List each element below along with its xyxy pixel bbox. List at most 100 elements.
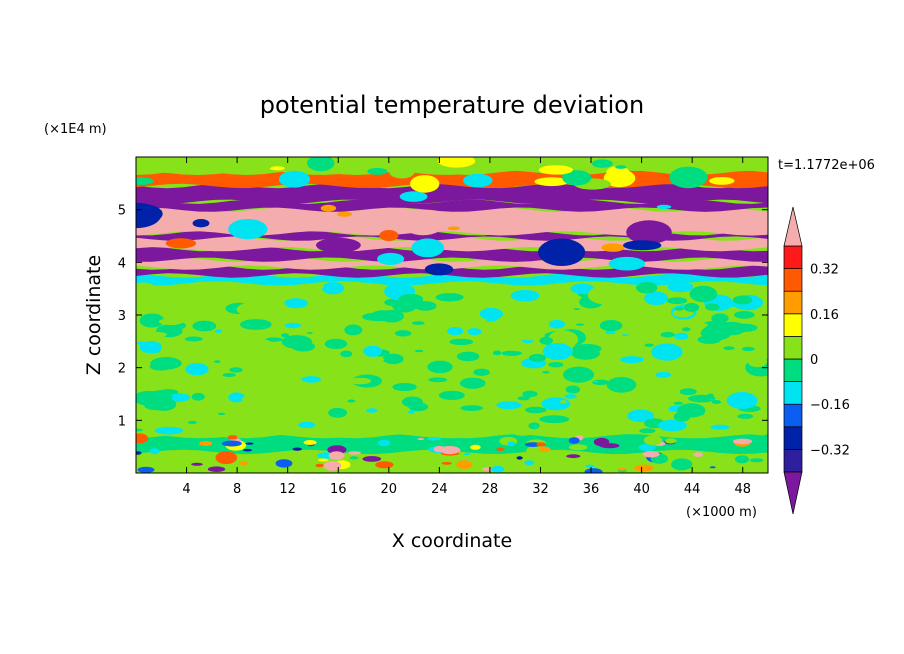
contour-patch [688, 394, 716, 403]
contour-patch [187, 464, 203, 472]
colorbar-swatch [783, 268, 803, 292]
contour-patch [427, 436, 441, 441]
contour-patch [349, 456, 359, 460]
contour-patch [516, 456, 523, 460]
contour-patch [444, 306, 474, 320]
colorbar-tick-label: 0.16 [810, 308, 839, 323]
contour-patch [408, 410, 415, 414]
contour-patch [512, 321, 542, 331]
contour-patch [240, 319, 272, 330]
contour-patches [136, 157, 768, 473]
x-tick-label: 12 [279, 482, 296, 497]
contour-patch [206, 404, 225, 412]
y-tick-label: 3 [118, 309, 126, 324]
contour-patch [677, 403, 706, 418]
contour-patch [291, 341, 316, 352]
contour-patch [643, 435, 663, 446]
contour-patch [328, 451, 345, 460]
contour-patch [731, 291, 740, 294]
contour-patch [603, 169, 636, 188]
contour-patch [565, 385, 581, 394]
contour-patch [548, 362, 564, 368]
contour-patch [536, 442, 546, 447]
contour-patch [157, 367, 164, 370]
contour-patch [327, 445, 347, 455]
contour-patch [460, 405, 483, 411]
contour-patch [328, 385, 345, 392]
contour-patch [634, 464, 654, 472]
contour-patch [389, 166, 415, 179]
contour-patch [496, 447, 505, 451]
contour-patch [139, 313, 165, 328]
contour-patch [136, 428, 143, 432]
contour-patch [683, 302, 700, 312]
contour-patch [191, 462, 203, 466]
contour-patch [254, 327, 273, 339]
contour-patch [660, 331, 675, 338]
contour-patch [324, 338, 348, 349]
contour-patch [480, 388, 496, 396]
contour-patch [493, 389, 516, 402]
contour-patch [608, 256, 645, 271]
contour-patch [388, 416, 405, 423]
contour-patch [318, 458, 329, 462]
colorbar-swatch [783, 313, 803, 337]
contour-patch [316, 237, 361, 253]
contour-patch [206, 455, 213, 459]
contour-patch [363, 345, 383, 357]
contour-patch [284, 322, 302, 329]
contour-patch [510, 290, 540, 302]
contour-patch [651, 343, 683, 361]
contour-patch [616, 468, 628, 471]
contour-patch [347, 412, 377, 427]
contour-patch [410, 175, 440, 193]
contour-patch [585, 464, 595, 468]
x-tick-label: 28 [482, 482, 499, 497]
contour-patch [624, 300, 652, 308]
contour-patch [732, 295, 753, 305]
contour-patch [737, 413, 754, 419]
contour-patch [218, 412, 226, 416]
contour-patch [192, 320, 217, 332]
x-tick-label: 36 [583, 482, 600, 497]
contour-patch [592, 159, 613, 168]
contour-patch [469, 299, 483, 306]
contour-patch [669, 166, 708, 189]
colorbar-swatch [783, 358, 803, 382]
contour-patch [376, 358, 385, 361]
y-axis: 1 2 3 4 5 [118, 204, 768, 429]
contour-patch [292, 447, 302, 451]
contour-patch [456, 460, 473, 469]
contour-band [136, 207, 768, 236]
contour-patch [697, 335, 721, 344]
contour-patch [392, 383, 417, 391]
contour-patch [538, 165, 573, 175]
contour-patch [148, 332, 167, 338]
contour-patch [492, 350, 502, 356]
contour-patch [283, 352, 309, 365]
contour-patch [414, 349, 424, 353]
colorbar-swatch [783, 290, 803, 315]
contour-patch [524, 460, 535, 466]
contour-patch [369, 395, 387, 405]
x-tick-label: 24 [431, 482, 448, 497]
contour-patch [711, 313, 729, 324]
contour-patch [301, 376, 322, 383]
contour-patch [711, 400, 722, 404]
contour-patch [441, 462, 452, 465]
contour-patch [312, 348, 338, 357]
contour-patch [431, 283, 449, 290]
contour-patch [483, 342, 494, 348]
contour-patch [636, 282, 658, 294]
contour-patch [718, 321, 746, 336]
contour-patch [228, 219, 268, 240]
contour-patch [512, 300, 531, 308]
contour-patch [615, 165, 627, 169]
contour-patch [232, 414, 256, 425]
contour-patch [417, 438, 425, 440]
contour-patch [414, 301, 437, 311]
contour-patch [656, 204, 672, 209]
contour-patch [665, 438, 677, 444]
contour-patch [662, 389, 672, 393]
contour-patch [377, 252, 405, 265]
